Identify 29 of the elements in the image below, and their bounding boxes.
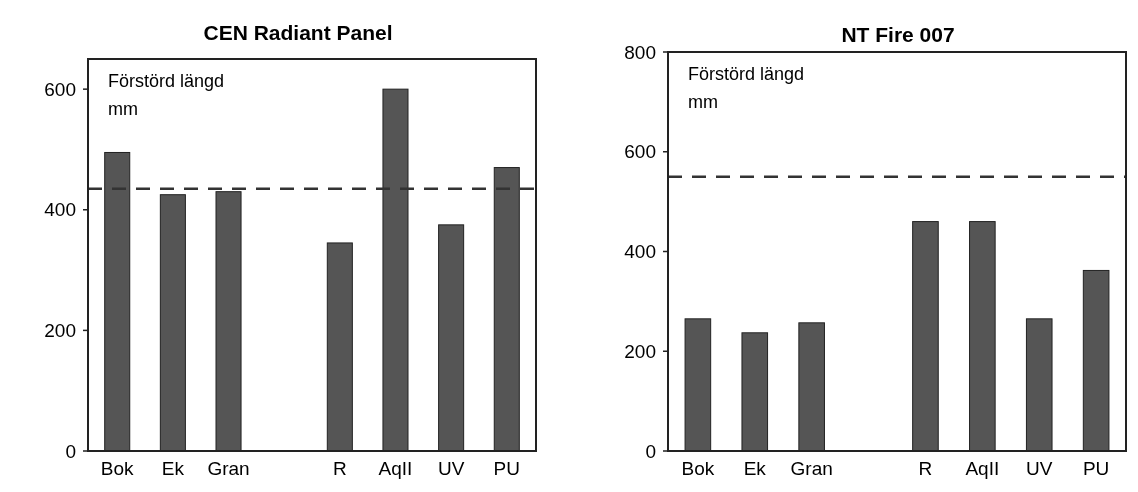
x-tick-label: UV — [1026, 458, 1053, 479]
chart-title: CEN Radiant Panel — [203, 21, 393, 44]
x-tick-label: R — [918, 458, 933, 479]
chart-title: NT Fire 007 — [841, 23, 955, 46]
x-tick-label: Gran — [790, 458, 833, 479]
x-tick-label: PU — [493, 458, 520, 479]
y-tick-label: 0 — [645, 440, 656, 462]
y-tick-label: 200 — [44, 320, 76, 342]
annotation: Förstörd längd — [688, 64, 805, 84]
x-tick-label: AqII — [965, 458, 1000, 479]
x-tick-label: UV — [437, 458, 465, 479]
y-tick-label: 0 — [65, 440, 76, 462]
y-tick-label: 600 — [44, 78, 76, 100]
annotation: mm — [688, 92, 718, 112]
annotation: mm — [108, 99, 138, 119]
x-tick-label: AqII — [378, 458, 413, 479]
y-tick-label: 400 — [624, 241, 656, 263]
x-tick-label: R — [332, 458, 347, 479]
x-tick-label: PU — [1082, 458, 1110, 479]
x-tick-label: Gran — [207, 458, 250, 479]
y-tick-label: 600 — [624, 141, 656, 163]
x-tick-label: Ek — [161, 458, 185, 479]
x-tick-label: Bok — [681, 458, 715, 479]
annotation: Förstörd längd — [108, 71, 225, 91]
y-tick-label: 400 — [44, 199, 76, 221]
y-tick-label: 200 — [624, 340, 656, 362]
x-tick-label: Bok — [100, 458, 135, 479]
y-tick-label: 800 — [624, 41, 656, 63]
x-tick-label: Ek — [743, 458, 767, 479]
